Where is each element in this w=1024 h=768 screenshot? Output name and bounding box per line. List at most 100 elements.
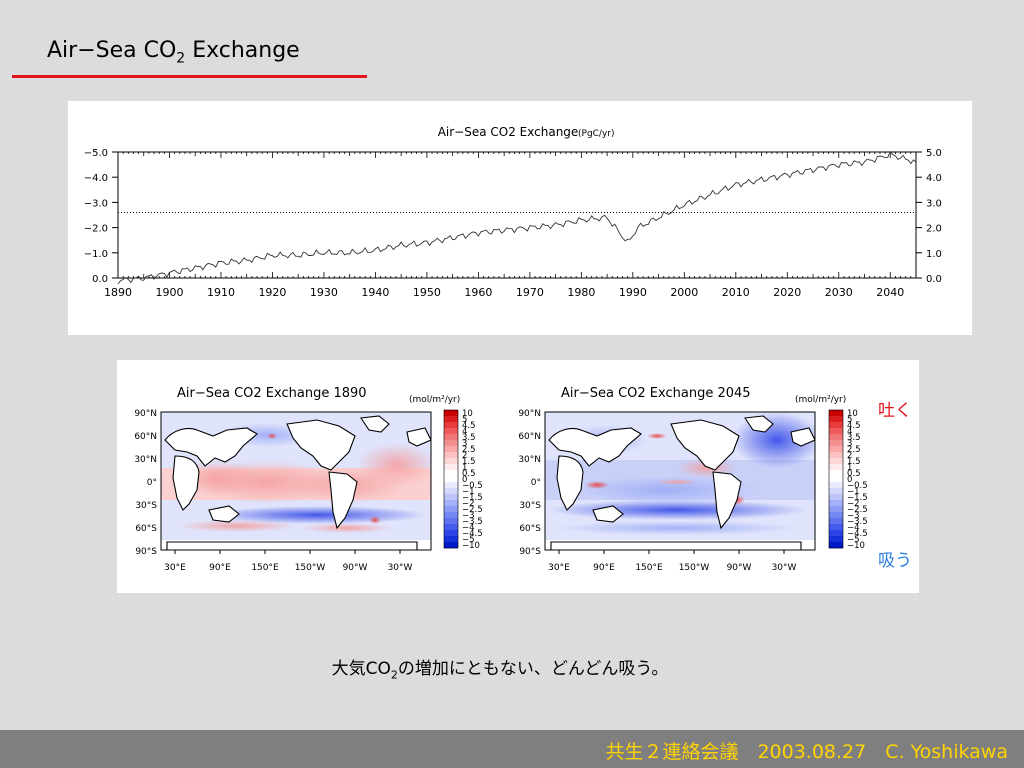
colorbar-label: 10 bbox=[847, 409, 858, 419]
colorbar-swatch bbox=[829, 512, 843, 519]
plot-frame bbox=[117, 151, 917, 279]
colorbar-swatch bbox=[444, 488, 458, 495]
x-tick-label: 1890 bbox=[104, 286, 132, 299]
colorbar-label: −4 bbox=[847, 523, 860, 533]
slide-title-main: Air−Sea CO bbox=[47, 38, 177, 63]
caption-pre: 大気CO bbox=[331, 659, 391, 679]
colorbar-label: −2 bbox=[847, 499, 860, 509]
colorbar-swatch bbox=[829, 500, 843, 507]
map-2045-title: Air−Sea CO2 Exchange 2045 bbox=[561, 386, 751, 401]
x-tick-label: 1940 bbox=[361, 286, 389, 299]
colorbar-label: −5 bbox=[847, 535, 860, 545]
colorbar-swatch bbox=[444, 416, 458, 423]
colorbar-swatch bbox=[829, 524, 843, 531]
y-tick-label: −1.0 bbox=[84, 249, 108, 260]
colorbar-label: 4.5 bbox=[462, 421, 476, 431]
colorbar-swatch bbox=[444, 494, 458, 501]
y-tick-label-right: 4.0 bbox=[926, 173, 942, 184]
colorbar-swatch bbox=[829, 422, 843, 429]
colorbar-label: −3.5 bbox=[847, 517, 868, 527]
colorbar-label: −3.5 bbox=[462, 517, 483, 527]
colorbar-swatch bbox=[444, 506, 458, 513]
x-tick-label: 1950 bbox=[413, 286, 441, 299]
slide-title-tail: Exchange bbox=[185, 38, 300, 63]
slide-title: Air−Sea CO2 Exchange bbox=[47, 38, 300, 66]
colorbar-label: −3 bbox=[462, 511, 475, 521]
colorbar-label: 10 bbox=[462, 409, 473, 419]
x-tick-label: 1920 bbox=[258, 286, 286, 299]
lon-label: 90°E bbox=[593, 563, 615, 573]
colorbar-swatch bbox=[829, 482, 843, 489]
lon-label: 150°E bbox=[635, 563, 663, 573]
x-tick-label: 1930 bbox=[310, 286, 338, 299]
colorbar-swatch bbox=[829, 458, 843, 465]
colorbar-label: 1.5 bbox=[847, 457, 861, 467]
colorbar-swatch bbox=[829, 410, 843, 417]
lat-label: 60°N bbox=[134, 432, 157, 442]
colorbar-1890: 1054.543.532.521.510.50−0.5−1−1.5−2−2.5−… bbox=[443, 409, 483, 551]
colorbar-label: 0 bbox=[847, 475, 852, 485]
colorbar-swatch bbox=[829, 506, 843, 513]
y-tick-label: −5.0 bbox=[84, 148, 108, 159]
colorbar-swatch bbox=[829, 530, 843, 537]
colorbar-label: 2 bbox=[462, 451, 467, 461]
lon-label: 90°E bbox=[209, 563, 231, 573]
colorbar-label: −1 bbox=[462, 487, 475, 497]
colorbar-swatch bbox=[829, 464, 843, 471]
colorbar-swatch bbox=[829, 518, 843, 525]
colorbar-swatch bbox=[829, 434, 843, 441]
lon-label: 150°W bbox=[679, 563, 710, 573]
timeseries-panel: Air−Sea CO2 Exchange (PgC/yr) 1890 1900 19… bbox=[68, 101, 972, 335]
colorbar-swatch bbox=[829, 416, 843, 423]
map-1890-title: Air−Sea CO2 Exchange 1890 bbox=[177, 386, 367, 401]
maps-figure: Air−Sea CO2 Exchange 1890 (mol/m²/yr) bbox=[134, 386, 868, 573]
colorbar-swatch bbox=[444, 512, 458, 519]
colorbar-label: −5 bbox=[462, 535, 475, 545]
colorbar-label: 2.5 bbox=[847, 445, 861, 455]
lat-label: 30°N bbox=[134, 455, 157, 465]
colorbar-swatch bbox=[444, 446, 458, 453]
lon-label: 30°E bbox=[548, 563, 570, 573]
lon-label: 150°W bbox=[295, 563, 326, 573]
colorbar-swatch bbox=[829, 494, 843, 501]
colorbar-swatch bbox=[444, 458, 458, 465]
colorbar-label: −4 bbox=[462, 523, 475, 533]
lat-label: 30°S bbox=[135, 501, 157, 511]
colorbar-swatch bbox=[829, 452, 843, 459]
colorbar-swatch bbox=[444, 482, 458, 489]
colorbar-label: −0.5 bbox=[847, 481, 868, 491]
colorbar-label: −2.5 bbox=[462, 505, 483, 515]
series-line bbox=[117, 150, 917, 285]
colorbar-swatch bbox=[829, 542, 843, 549]
colorbar-label: −3 bbox=[847, 511, 860, 521]
x-tick-label: 1900 bbox=[155, 286, 183, 299]
colorbar-label: 3.5 bbox=[847, 433, 861, 443]
colorbar-label: −2 bbox=[462, 499, 475, 509]
colorbar-swatch bbox=[829, 488, 843, 495]
maps-panel: Air−Sea CO2 Exchange 1890 (mol/m²/yr) bbox=[117, 360, 919, 593]
lat-label: 60°S bbox=[519, 524, 541, 534]
x-tick-label: 1960 bbox=[464, 286, 492, 299]
map-2045-units: (mol/m²/yr) bbox=[795, 395, 846, 405]
title-underline bbox=[12, 75, 367, 78]
lon-label: 90°W bbox=[727, 563, 752, 573]
y-tick-label-right: 3.0 bbox=[926, 198, 942, 209]
caption-post: の増加にともない、どんどん吸う。 bbox=[397, 659, 669, 679]
colorbar-swatch bbox=[829, 428, 843, 435]
y-tick-label-right: 5.0 bbox=[926, 148, 942, 159]
colorbar-swatch bbox=[829, 470, 843, 477]
y-tick-label-right: 2.0 bbox=[926, 224, 942, 235]
map-1890-units: (mol/m²/yr) bbox=[409, 395, 460, 405]
x-tick-label: 1910 bbox=[207, 286, 235, 299]
x-tick-label: 1990 bbox=[619, 286, 647, 299]
colorbar-label: 4 bbox=[462, 427, 467, 437]
colorbar-label: 3 bbox=[847, 439, 852, 449]
y-tick-label-right: 1.0 bbox=[926, 249, 942, 260]
lat-label: 90°N bbox=[518, 409, 541, 419]
colorbar-swatch bbox=[444, 434, 458, 441]
lat-label: 30°N bbox=[518, 455, 541, 465]
colorbar-swatch bbox=[444, 470, 458, 477]
colorbar-swatch bbox=[444, 440, 458, 447]
lat-label: 0° bbox=[531, 478, 541, 488]
colorbar-swatch bbox=[444, 524, 458, 531]
